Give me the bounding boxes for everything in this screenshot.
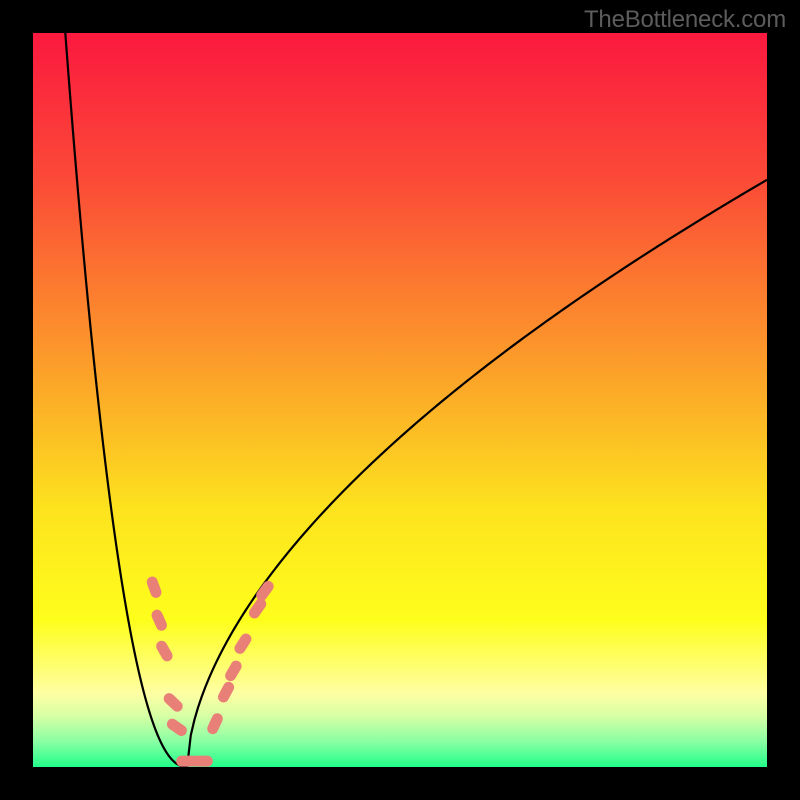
chart-container: TheBottleneck.com: [0, 0, 800, 800]
watermark: TheBottleneck.com: [584, 6, 786, 34]
data-marker: [191, 756, 213, 767]
plot-background: [33, 33, 767, 767]
chart-svg: [0, 0, 800, 800]
